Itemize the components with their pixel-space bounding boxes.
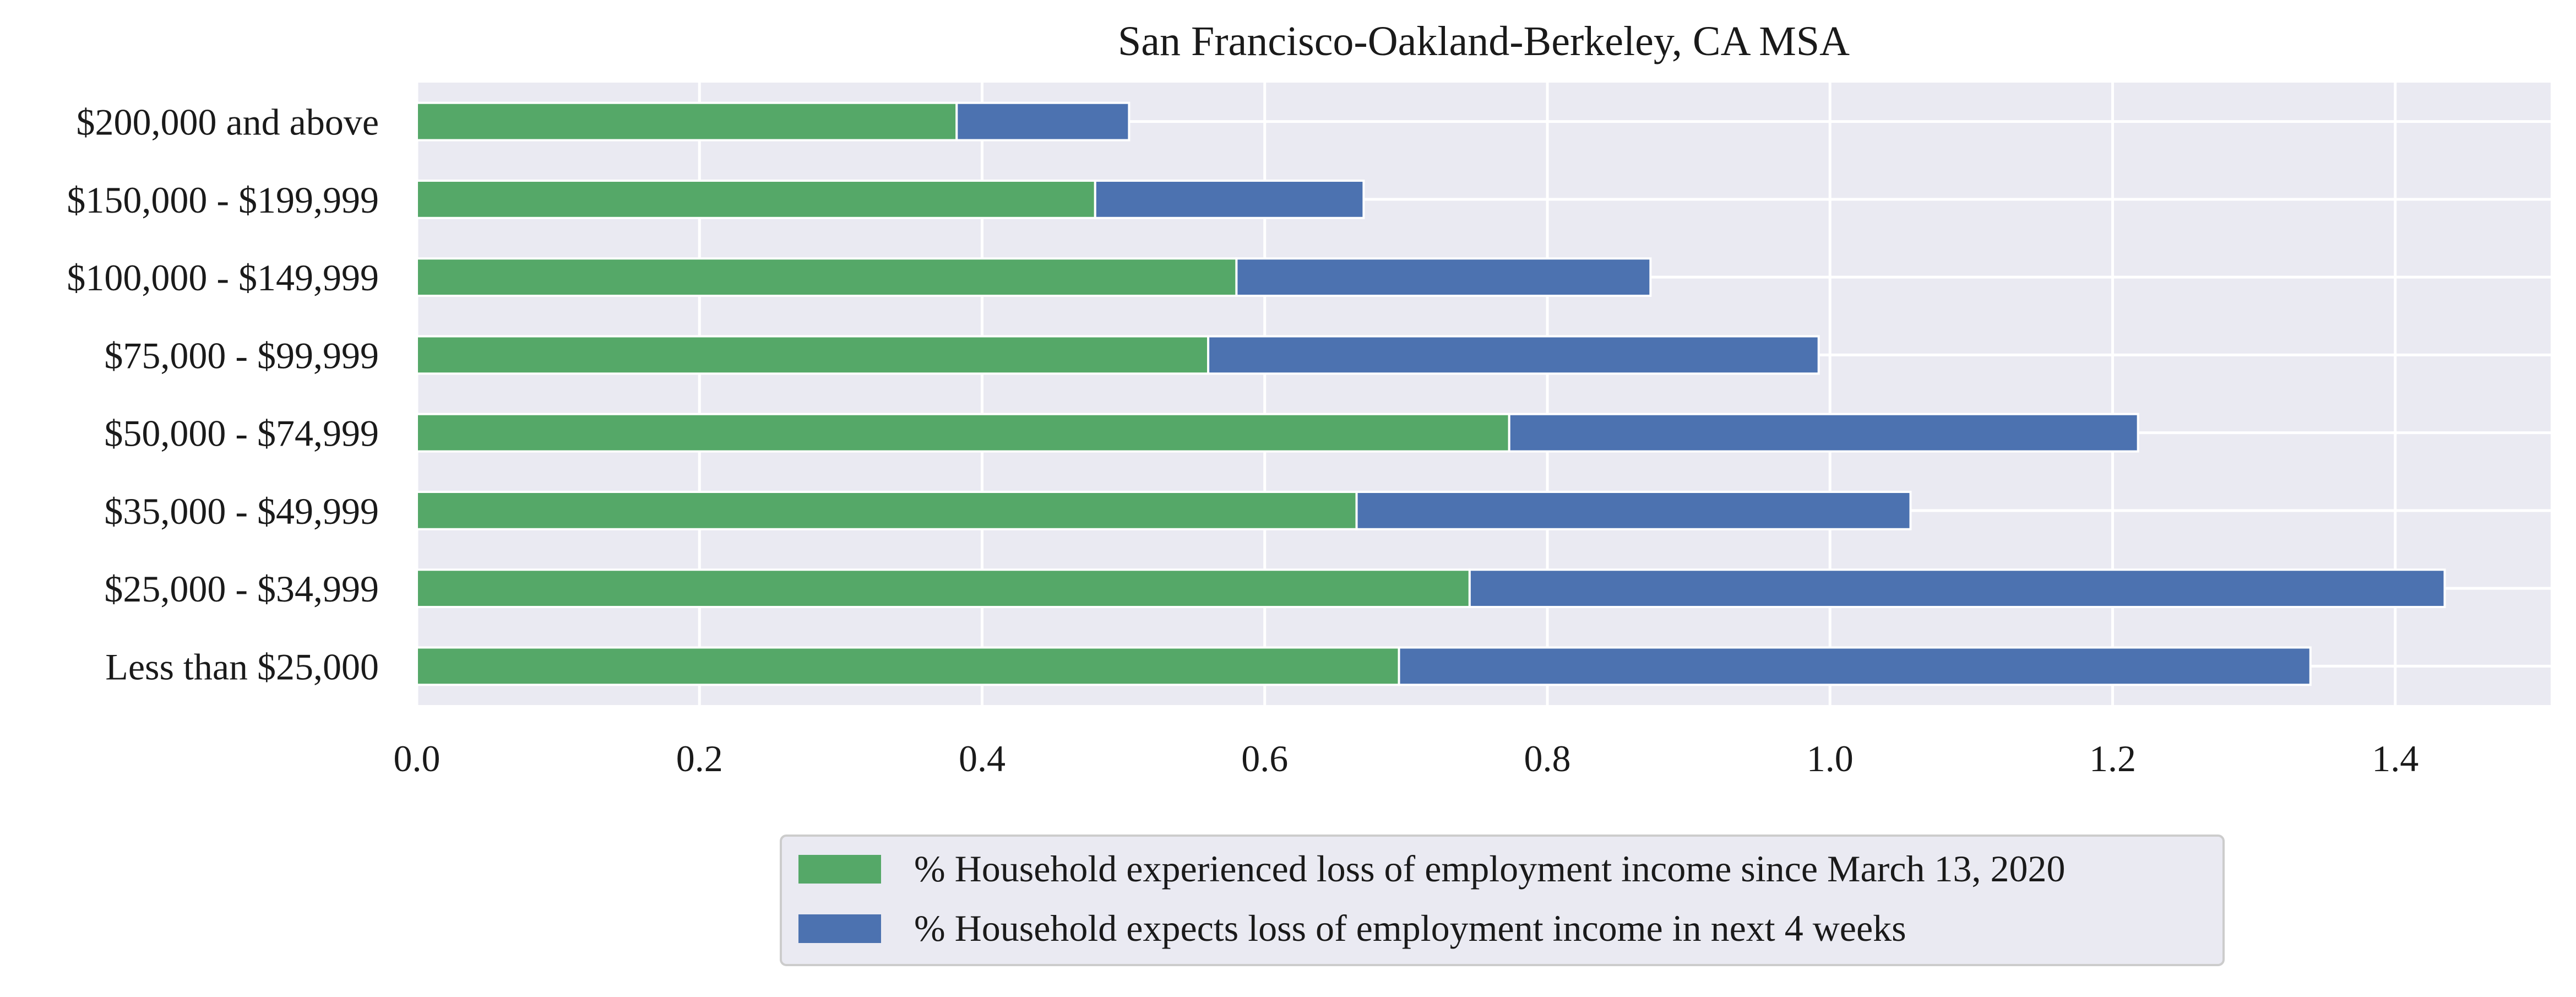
y-tick-label: $35,000 - $49,999 bbox=[104, 490, 379, 532]
y-tick-label: $25,000 - $34,999 bbox=[104, 568, 379, 610]
legend-swatch-expects-loss bbox=[798, 914, 881, 943]
y-tick-label: $200,000 and above bbox=[76, 101, 379, 143]
x-tick-label: 0.0 bbox=[394, 738, 441, 779]
y-tick-label: $150,000 - $199,999 bbox=[67, 179, 379, 221]
bar-expects-loss-100-000-149-999 bbox=[1235, 257, 1652, 297]
bar-experienced-loss-75-000-99-999 bbox=[416, 335, 1210, 375]
bar-experienced-loss-100-000-149-999 bbox=[416, 257, 1238, 297]
y-axis-tick-labels: Less than $25,000 $25,000 - $34,999 $35,00… bbox=[67, 101, 379, 688]
bar-experienced-loss-25-000-34-999 bbox=[416, 568, 1471, 609]
legend-label-experienced-loss: % Household experienced loss of employme… bbox=[914, 848, 2065, 890]
y-tick-label: $100,000 - $149,999 bbox=[67, 257, 379, 299]
x-axis-tick-labels: 0.0 0.2 0.4 0.6 0.8 1.0 1.2 1.4 bbox=[394, 738, 2419, 779]
x-tick-label: 1.0 bbox=[1807, 738, 1854, 779]
x-tick-label: 0.6 bbox=[1241, 738, 1288, 779]
bar-expects-loss-25-000-34-999 bbox=[1468, 568, 2446, 609]
bar-experienced-loss-150-000-199-999 bbox=[416, 179, 1096, 219]
bar-experienced-loss-less-than-25-000 bbox=[416, 646, 1400, 686]
x-tick-label: 0.8 bbox=[1524, 738, 1570, 779]
bar-experienced-loss-50-000-74-999 bbox=[416, 413, 1510, 453]
plot-background bbox=[417, 83, 2551, 705]
bar-expects-loss-less-than-25-000 bbox=[1398, 646, 2312, 686]
legend-label-expects-loss: % Household expects loss of employment i… bbox=[914, 907, 1906, 949]
chart-title: San Francisco-Oakland-Berkeley, CA MSA bbox=[1118, 18, 1850, 64]
bar-expects-loss-75-000-99-999 bbox=[1207, 335, 1820, 375]
y-tick-label: Less than $25,000 bbox=[105, 646, 379, 687]
y-tick-label: $50,000 - $74,999 bbox=[104, 413, 379, 454]
bar-experienced-loss-35-000-49-999 bbox=[416, 490, 1358, 530]
bar-expects-loss-200-000-and-above bbox=[955, 101, 1131, 142]
bar-experienced-loss-200-000-and-above bbox=[416, 101, 958, 142]
x-tick-label: 1.4 bbox=[2372, 738, 2419, 779]
bar-expects-loss-150-000-199-999 bbox=[1094, 179, 1365, 219]
y-tick-label: $75,000 - $99,999 bbox=[104, 334, 379, 376]
bar-expects-loss-35-000-49-999 bbox=[1355, 490, 1912, 530]
legend-box bbox=[780, 835, 2225, 966]
x-tick-label: 0.2 bbox=[676, 738, 723, 779]
x-tick-label: 0.4 bbox=[959, 738, 1006, 779]
x-tick-label: 1.2 bbox=[2089, 738, 2136, 779]
bar-expects-loss-50-000-74-999 bbox=[1508, 413, 2139, 453]
bars bbox=[416, 101, 2446, 686]
legend-swatch-experienced-loss bbox=[798, 855, 881, 884]
legend: % Household experienced loss of employme… bbox=[780, 835, 2225, 966]
